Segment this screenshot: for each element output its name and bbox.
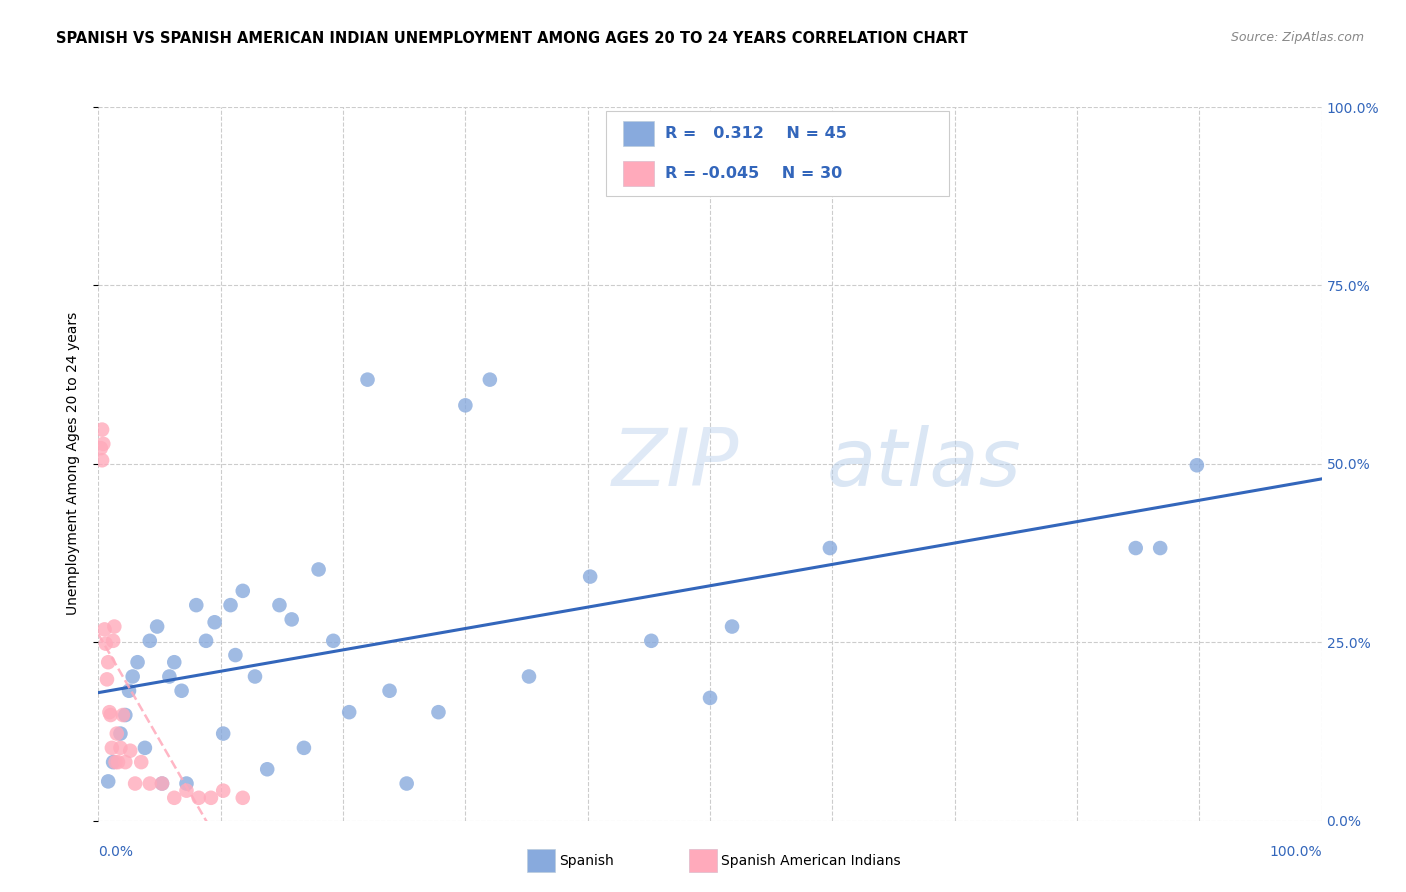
Text: Spanish: Spanish [560, 854, 614, 868]
Point [1185, 458, 1208, 473]
Point [322, 633, 344, 648]
Point [219, 598, 242, 612]
Point [204, 615, 226, 630]
Point [97, 655, 120, 669]
Point [356, 373, 378, 387]
Point [90, 441, 112, 455]
Point [818, 541, 841, 555]
Point [107, 755, 129, 769]
Point [114, 755, 136, 769]
Y-axis label: Unemployment Among Ages 20 to 24 years: Unemployment Among Ages 20 to 24 years [66, 312, 80, 615]
Point [127, 655, 149, 669]
Point [163, 790, 186, 805]
Point [157, 669, 180, 683]
Point [212, 783, 235, 797]
Point [337, 705, 360, 719]
Text: Source: ZipAtlas.com: Source: ZipAtlas.com [1230, 31, 1364, 45]
Point [91, 437, 114, 451]
Point [212, 726, 235, 740]
Point [200, 790, 222, 805]
Point [454, 398, 477, 412]
Point [98, 705, 121, 719]
Text: SPANISH VS SPANISH AMERICAN INDIAN UNEMPLOYMENT AMONG AGES 20 TO 24 YEARS CORREL: SPANISH VS SPANISH AMERICAN INDIAN UNEMP… [56, 31, 969, 46]
Text: atlas: atlas [827, 425, 1021, 503]
Point [579, 569, 602, 583]
Text: 100.0%: 100.0% [1270, 846, 1322, 859]
Point [176, 783, 198, 797]
Point [478, 373, 501, 387]
Point [176, 776, 198, 790]
Point [118, 683, 141, 698]
Point [129, 755, 152, 769]
Point [139, 776, 162, 790]
Point [170, 683, 193, 698]
Point [101, 755, 124, 769]
Point [187, 790, 209, 805]
Text: Spanish American Indians: Spanish American Indians [721, 854, 901, 868]
Point [110, 726, 132, 740]
Point [120, 744, 142, 758]
Point [243, 669, 266, 683]
Point [292, 740, 315, 755]
Text: 0.0%: 0.0% [98, 846, 134, 859]
Point [378, 683, 401, 698]
Point [395, 776, 418, 790]
Point [163, 655, 186, 669]
Point [427, 705, 450, 719]
Point [146, 619, 169, 633]
Point [232, 583, 254, 598]
Point [93, 623, 115, 637]
Point [104, 755, 127, 769]
Point [308, 562, 330, 576]
Point [121, 669, 143, 683]
Point [96, 673, 118, 687]
Point [114, 708, 136, 723]
Point [94, 637, 117, 651]
Text: ZIP: ZIP [612, 425, 740, 503]
Point [256, 762, 278, 776]
Point [721, 619, 744, 633]
Text: R =   0.312    N = 45: R = 0.312 N = 45 [665, 127, 846, 141]
Point [91, 453, 114, 467]
Point [111, 708, 134, 723]
Point [105, 726, 128, 740]
Point [134, 740, 156, 755]
Point [232, 790, 254, 805]
Point [517, 669, 540, 683]
Point [110, 740, 132, 755]
Point [269, 598, 291, 612]
Point [100, 708, 122, 723]
Point [640, 633, 662, 648]
Point [103, 619, 125, 633]
Point [91, 423, 114, 437]
Point [1125, 541, 1147, 555]
Point [101, 633, 124, 648]
Text: R = -0.045    N = 30: R = -0.045 N = 30 [665, 166, 842, 180]
Point [97, 774, 120, 789]
Point [101, 740, 124, 755]
Point [195, 633, 218, 648]
Point [186, 598, 208, 612]
Point [224, 648, 246, 662]
Point [280, 612, 302, 626]
Point [699, 690, 721, 705]
Point [1149, 541, 1171, 555]
Point [150, 776, 173, 790]
Point [124, 776, 146, 790]
Point [150, 776, 173, 790]
Point [139, 633, 162, 648]
